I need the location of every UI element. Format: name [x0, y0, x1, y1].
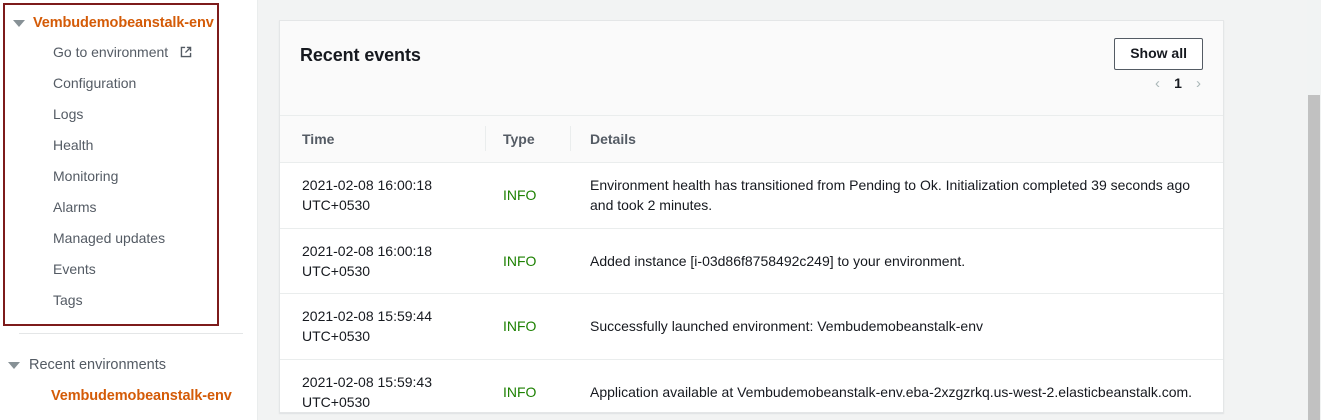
- page-scrollbar-track[interactable]: [1307, 0, 1321, 420]
- recent-environments-label: Recent environments: [29, 357, 167, 373]
- sidebar-item-health[interactable]: Health: [5, 130, 217, 161]
- table-row[interactable]: 2021-02-08 16:00:18 UTC+0530 INFO Enviro…: [280, 162, 1223, 229]
- table-row[interactable]: 2021-02-08 16:00:18 UTC+0530 INFO Added …: [280, 228, 1223, 295]
- column-header-type[interactable]: Type: [485, 116, 570, 163]
- cell-type: INFO: [485, 359, 570, 412]
- card-header: Recent events Show all ‹ 1 ›: [280, 21, 1223, 116]
- main-content: Recent events Show all ‹ 1 › Time Type D…: [258, 0, 1321, 420]
- sidebar-item-monitoring[interactable]: Monitoring: [5, 161, 217, 192]
- environment-nav-box: Vembudemobeanstalk-env Go to environment…: [3, 3, 219, 326]
- events-table-body: 2021-02-08 16:00:18 UTC+0530 INFO Enviro…: [280, 162, 1223, 412]
- page-scrollbar-thumb[interactable]: [1308, 95, 1320, 420]
- column-header-time[interactable]: Time: [280, 116, 485, 163]
- sidebar-item-events[interactable]: Events: [5, 254, 217, 285]
- table-row[interactable]: 2021-02-08 15:59:43 UTC+0530 INFO Applic…: [280, 359, 1223, 412]
- caret-down-icon: [13, 19, 25, 27]
- cell-time: 2021-02-08 15:59:43 UTC+0530: [280, 359, 485, 412]
- sidebar-nav-list: Go to environment Configuration Logs H: [5, 37, 217, 316]
- table-header-row: Time Type Details: [280, 116, 1223, 163]
- cell-type: INFO: [485, 228, 570, 295]
- sidebar-item-label: Monitoring: [53, 168, 119, 184]
- cell-type: INFO: [485, 293, 570, 360]
- sidebar-item-managed-updates[interactable]: Managed updates: [5, 223, 217, 254]
- sidebar-item-tags[interactable]: Tags: [5, 285, 217, 316]
- events-table: Time Type Details 2021-02-08 16:00:18 UT…: [280, 116, 1223, 412]
- recent-environments-header[interactable]: Recent environments: [8, 357, 166, 373]
- sidebar-item-logs[interactable]: Logs: [5, 99, 217, 130]
- cell-details: Application available at Vembudemobeanst…: [570, 359, 1223, 412]
- cell-details: Environment health has transitioned from…: [570, 162, 1223, 229]
- sidebar-item-label: Tags: [53, 292, 83, 308]
- sidebar-item-alarms[interactable]: Alarms: [5, 192, 217, 223]
- pagination: ‹ 1 ›: [1155, 75, 1201, 91]
- cell-type: INFO: [485, 162, 570, 229]
- external-link-icon: [179, 45, 193, 59]
- sidebar: Vembudemobeanstalk-env Go to environment…: [0, 0, 258, 420]
- events-table-head: Time Type Details: [280, 116, 1223, 163]
- sidebar-item-label: Managed updates: [53, 230, 166, 246]
- sidebar-item-go-to-environment[interactable]: Go to environment: [5, 37, 217, 68]
- chevron-right-icon[interactable]: ›: [1196, 74, 1201, 92]
- sidebar-environment-name: Vembudemobeanstalk-env: [33, 15, 214, 31]
- sidebar-item-label: Go to environment: [53, 44, 169, 60]
- recent-environment-item[interactable]: Vembudemobeanstalk-env: [51, 388, 232, 404]
- pagination-page-number[interactable]: 1: [1174, 75, 1182, 91]
- table-row[interactable]: 2021-02-08 15:59:44 UTC+0530 INFO Succes…: [280, 293, 1223, 360]
- chevron-left-icon[interactable]: ‹: [1155, 74, 1160, 92]
- cell-time: 2021-02-08 16:00:18 UTC+0530: [280, 228, 485, 295]
- sidebar-item-configuration[interactable]: Configuration: [5, 68, 217, 99]
- cell-details: Added instance [i-03d86f8758492c249] to …: [570, 228, 1223, 295]
- column-header-details[interactable]: Details: [570, 116, 1223, 163]
- sidebar-item-label: Events: [53, 261, 96, 277]
- sidebar-item-label: Alarms: [53, 199, 97, 215]
- sidebar-item-label: Logs: [53, 106, 84, 122]
- page-title: Recent events: [300, 45, 421, 65]
- sidebar-divider: [19, 333, 243, 334]
- cell-details: Successfully launched environment: Vembu…: [570, 293, 1223, 360]
- cell-time: 2021-02-08 15:59:44 UTC+0530: [280, 293, 485, 360]
- recent-events-card: Recent events Show all ‹ 1 › Time Type D…: [279, 20, 1224, 413]
- sidebar-environment-header[interactable]: Vembudemobeanstalk-env: [5, 11, 217, 35]
- sidebar-item-label: Health: [53, 137, 94, 153]
- show-all-button[interactable]: Show all: [1114, 38, 1203, 70]
- cell-time: 2021-02-08 16:00:18 UTC+0530: [280, 162, 485, 229]
- sidebar-item-label: Configuration: [53, 75, 137, 91]
- caret-down-icon: [8, 361, 20, 369]
